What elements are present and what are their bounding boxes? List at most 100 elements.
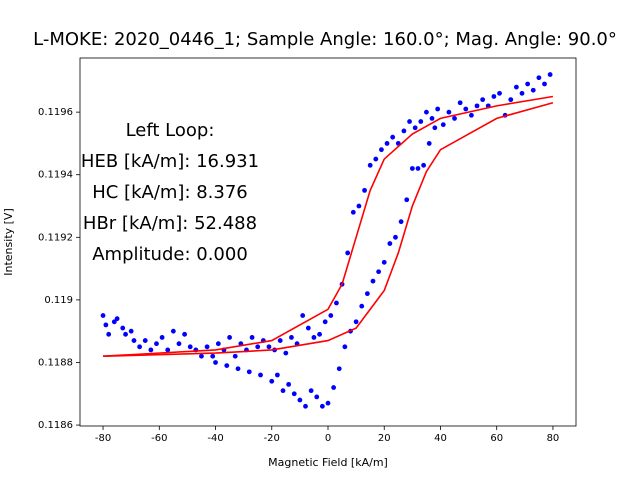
x-tick-label: 0 (325, 433, 331, 444)
data-point (415, 166, 421, 171)
data-point (432, 125, 438, 131)
data-point (232, 353, 238, 359)
x-tick-label: -60 (151, 433, 167, 444)
y-tick-label: 0.119 (44, 295, 73, 306)
data-point (303, 403, 308, 409)
data-point (170, 328, 176, 334)
annotation: Left Loop: (126, 120, 215, 141)
data-point (280, 388, 286, 394)
data-point (401, 128, 407, 134)
data-point (311, 335, 317, 340)
data-point (148, 347, 154, 353)
data-point (353, 319, 359, 325)
data-point (424, 109, 429, 115)
data-point (404, 197, 410, 203)
data-point (387, 241, 393, 246)
data-point (356, 203, 362, 209)
chart-title: L-MOKE: 2020_0446_1; Sample Angle: 160.0… (33, 29, 617, 50)
data-point (426, 141, 432, 146)
data-point (336, 366, 342, 372)
data-point (407, 119, 412, 124)
data-point (106, 331, 112, 337)
data-point (508, 97, 514, 103)
data-point (325, 400, 331, 406)
data-point (446, 109, 452, 115)
data-point (379, 147, 384, 153)
y-tick-label: 0.1186 (38, 420, 73, 431)
data-point (246, 369, 252, 375)
annotation: HBr [kA/m]: 52.488 (83, 213, 257, 234)
data-point (513, 84, 519, 90)
data-point (452, 115, 457, 121)
data-point (305, 325, 311, 331)
y-tick-label: 0.1194 (38, 170, 73, 181)
data-point (199, 353, 204, 359)
data-point (542, 81, 547, 87)
data-point (381, 259, 387, 265)
data-point (530, 87, 536, 93)
data-point (249, 335, 255, 340)
fit-line (103, 101, 554, 358)
data-point (283, 350, 289, 356)
data-point (398, 219, 404, 225)
data-point (176, 341, 182, 347)
data-point (421, 162, 427, 168)
annotation: Amplitude: 0.000 (92, 244, 248, 265)
y-tick-label: 0.1192 (38, 232, 73, 243)
data-point (519, 90, 525, 96)
data-point (213, 360, 218, 365)
fit-line (103, 95, 554, 358)
data-point (429, 115, 435, 121)
data-point (266, 344, 272, 350)
data-point (525, 81, 531, 87)
data-point (227, 335, 232, 340)
data-point (480, 97, 486, 103)
data-point (373, 156, 379, 162)
data-point (334, 300, 339, 306)
data-point (376, 269, 382, 275)
data-point (457, 100, 463, 106)
data-point (342, 344, 348, 350)
data-point (474, 103, 480, 109)
annotation: HC [kA/m]: 8.376 (92, 182, 248, 203)
data-point (235, 366, 241, 372)
data-point (322, 319, 328, 325)
data-point (345, 250, 351, 256)
data-point (463, 106, 469, 112)
data-point (440, 122, 446, 128)
data-point (418, 119, 424, 124)
data-point (393, 234, 398, 240)
data-point (258, 372, 263, 378)
data-point (289, 335, 294, 340)
data-point (286, 381, 292, 387)
data-point (328, 313, 334, 318)
x-tick-label: -20 (264, 433, 280, 444)
data-point (255, 344, 261, 350)
data-point (123, 331, 128, 337)
data-point (103, 322, 109, 328)
data-point (536, 75, 542, 81)
x-tick-label: -80 (95, 433, 111, 444)
data-point (142, 338, 148, 343)
x-tick-label: 80 (547, 433, 560, 444)
y-tick-label: 0.1196 (38, 107, 73, 118)
data-point (210, 353, 216, 359)
data-point (187, 344, 193, 350)
data-point (120, 325, 126, 331)
x-tick-label: -40 (207, 433, 223, 444)
y-tick-label: 0.1188 (38, 357, 73, 368)
data-point (131, 338, 137, 343)
data-point (491, 94, 497, 99)
data-point (319, 403, 325, 409)
data-point (100, 313, 106, 318)
data-point (435, 106, 441, 112)
data-point (547, 72, 553, 77)
data-point (215, 341, 221, 347)
data-point (412, 125, 418, 131)
data-point (111, 319, 117, 325)
y-axis-label: Intensity [V] (2, 208, 15, 275)
data-point (469, 112, 474, 118)
